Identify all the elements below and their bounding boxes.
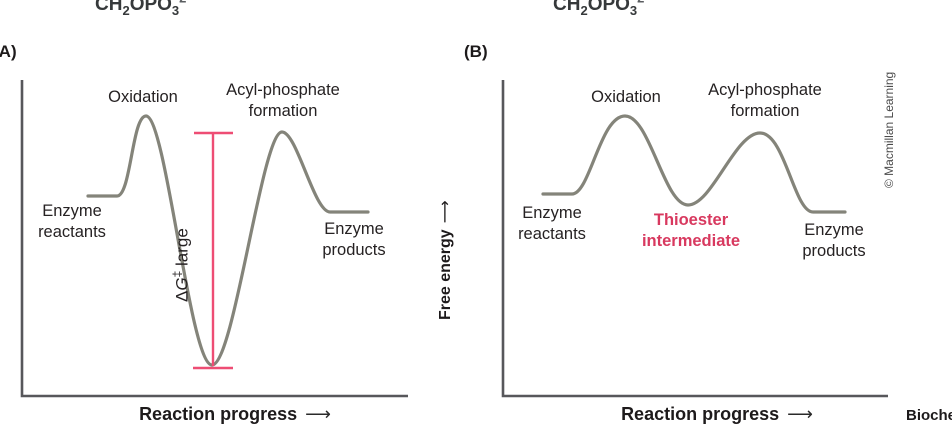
panel-a-products-line1: Enzyme — [324, 220, 384, 238]
panel-b-products-line1: Enzyme — [804, 221, 864, 239]
panel-a-x-axis-label: Reaction progress ⟶ — [85, 404, 385, 425]
panel-b-acyl-phosphate-label: Acyl-phosphate formation — [694, 80, 836, 122]
thioester-intermediate-label: Thioester intermediate — [620, 210, 762, 252]
panel-b-tag: (B) — [464, 42, 488, 61]
panel-a-reactants-line1: Enzyme — [42, 202, 102, 220]
panel-b-products-label: Enzyme products — [784, 220, 884, 262]
dg-large-text: large — [172, 228, 192, 271]
panel-b-y-axis-label: Free energy ⟶ — [434, 200, 458, 320]
panel-b-reactants-label: Enzyme reactants — [502, 203, 602, 245]
formula-left-clip: CH2OPO32− — [95, 0, 240, 18]
formula-right: CH2OPO32− — [553, 0, 652, 18]
panel-a-x-axis-text: Reaction progress — [139, 404, 298, 424]
formula-right-clip: CH2OPO32− — [553, 0, 698, 18]
panel-a-products-line2: products — [322, 241, 386, 259]
double-dagger: ‡ — [170, 270, 184, 278]
panel-a-acyl-line2: formation — [248, 102, 318, 120]
panel-b-reactants-line1: Enzyme — [522, 204, 582, 222]
g-glyph: G — [172, 277, 192, 291]
thioester-line2: intermediate — [641, 232, 741, 250]
panel-b-x-axis-arrow: ⟶ — [787, 404, 813, 424]
delta-glyph: Δ — [172, 290, 192, 302]
panel-a-acyl-phosphate-label: Acyl-phosphate formation — [212, 80, 354, 122]
bottom-right-caption-fragment: Bioche — [906, 407, 952, 424]
panel-b-oxidation-label: Oxidation — [591, 88, 661, 106]
panel-a-tag: (A) — [0, 42, 17, 61]
delta-g-large-label: ΔG‡ large — [166, 228, 192, 302]
panel-a-products-label: Enzyme products — [304, 219, 404, 261]
panel-a-x-axis-arrow: ⟶ — [305, 404, 331, 424]
panel-b-acyl-line2: formation — [730, 102, 800, 120]
panel-b-y-axis-arrow: ⟶ — [437, 200, 454, 224]
panel-b-products-line2: products — [802, 242, 866, 260]
panel-a-axes — [20, 80, 408, 398]
panel-a-reactants-label: Enzyme reactants — [22, 201, 122, 243]
thioester-line1: Thioester — [653, 211, 729, 229]
panel-a-acyl-line1: Acyl-phosphate — [226, 81, 340, 99]
macmillan-credit: © Macmillan Learning — [882, 71, 896, 188]
panel-a-oxidation-label: Oxidation — [108, 88, 178, 106]
panel-b-acyl-line1: Acyl-phosphate — [708, 81, 822, 99]
formula-left: CH2OPO32− — [95, 0, 194, 18]
panel-b-x-axis-label: Reaction progress ⟶ — [567, 404, 867, 425]
panel-a-reactants-line2: reactants — [38, 223, 106, 241]
panel-b-x-axis-text: Reaction progress — [621, 404, 780, 424]
panel-b-axes — [501, 80, 888, 398]
panel-b-reactants-line2: reactants — [518, 225, 586, 243]
panel-b-energy-curve — [541, 114, 847, 214]
panel-b-y-axis-text: Free energy — [437, 229, 454, 320]
